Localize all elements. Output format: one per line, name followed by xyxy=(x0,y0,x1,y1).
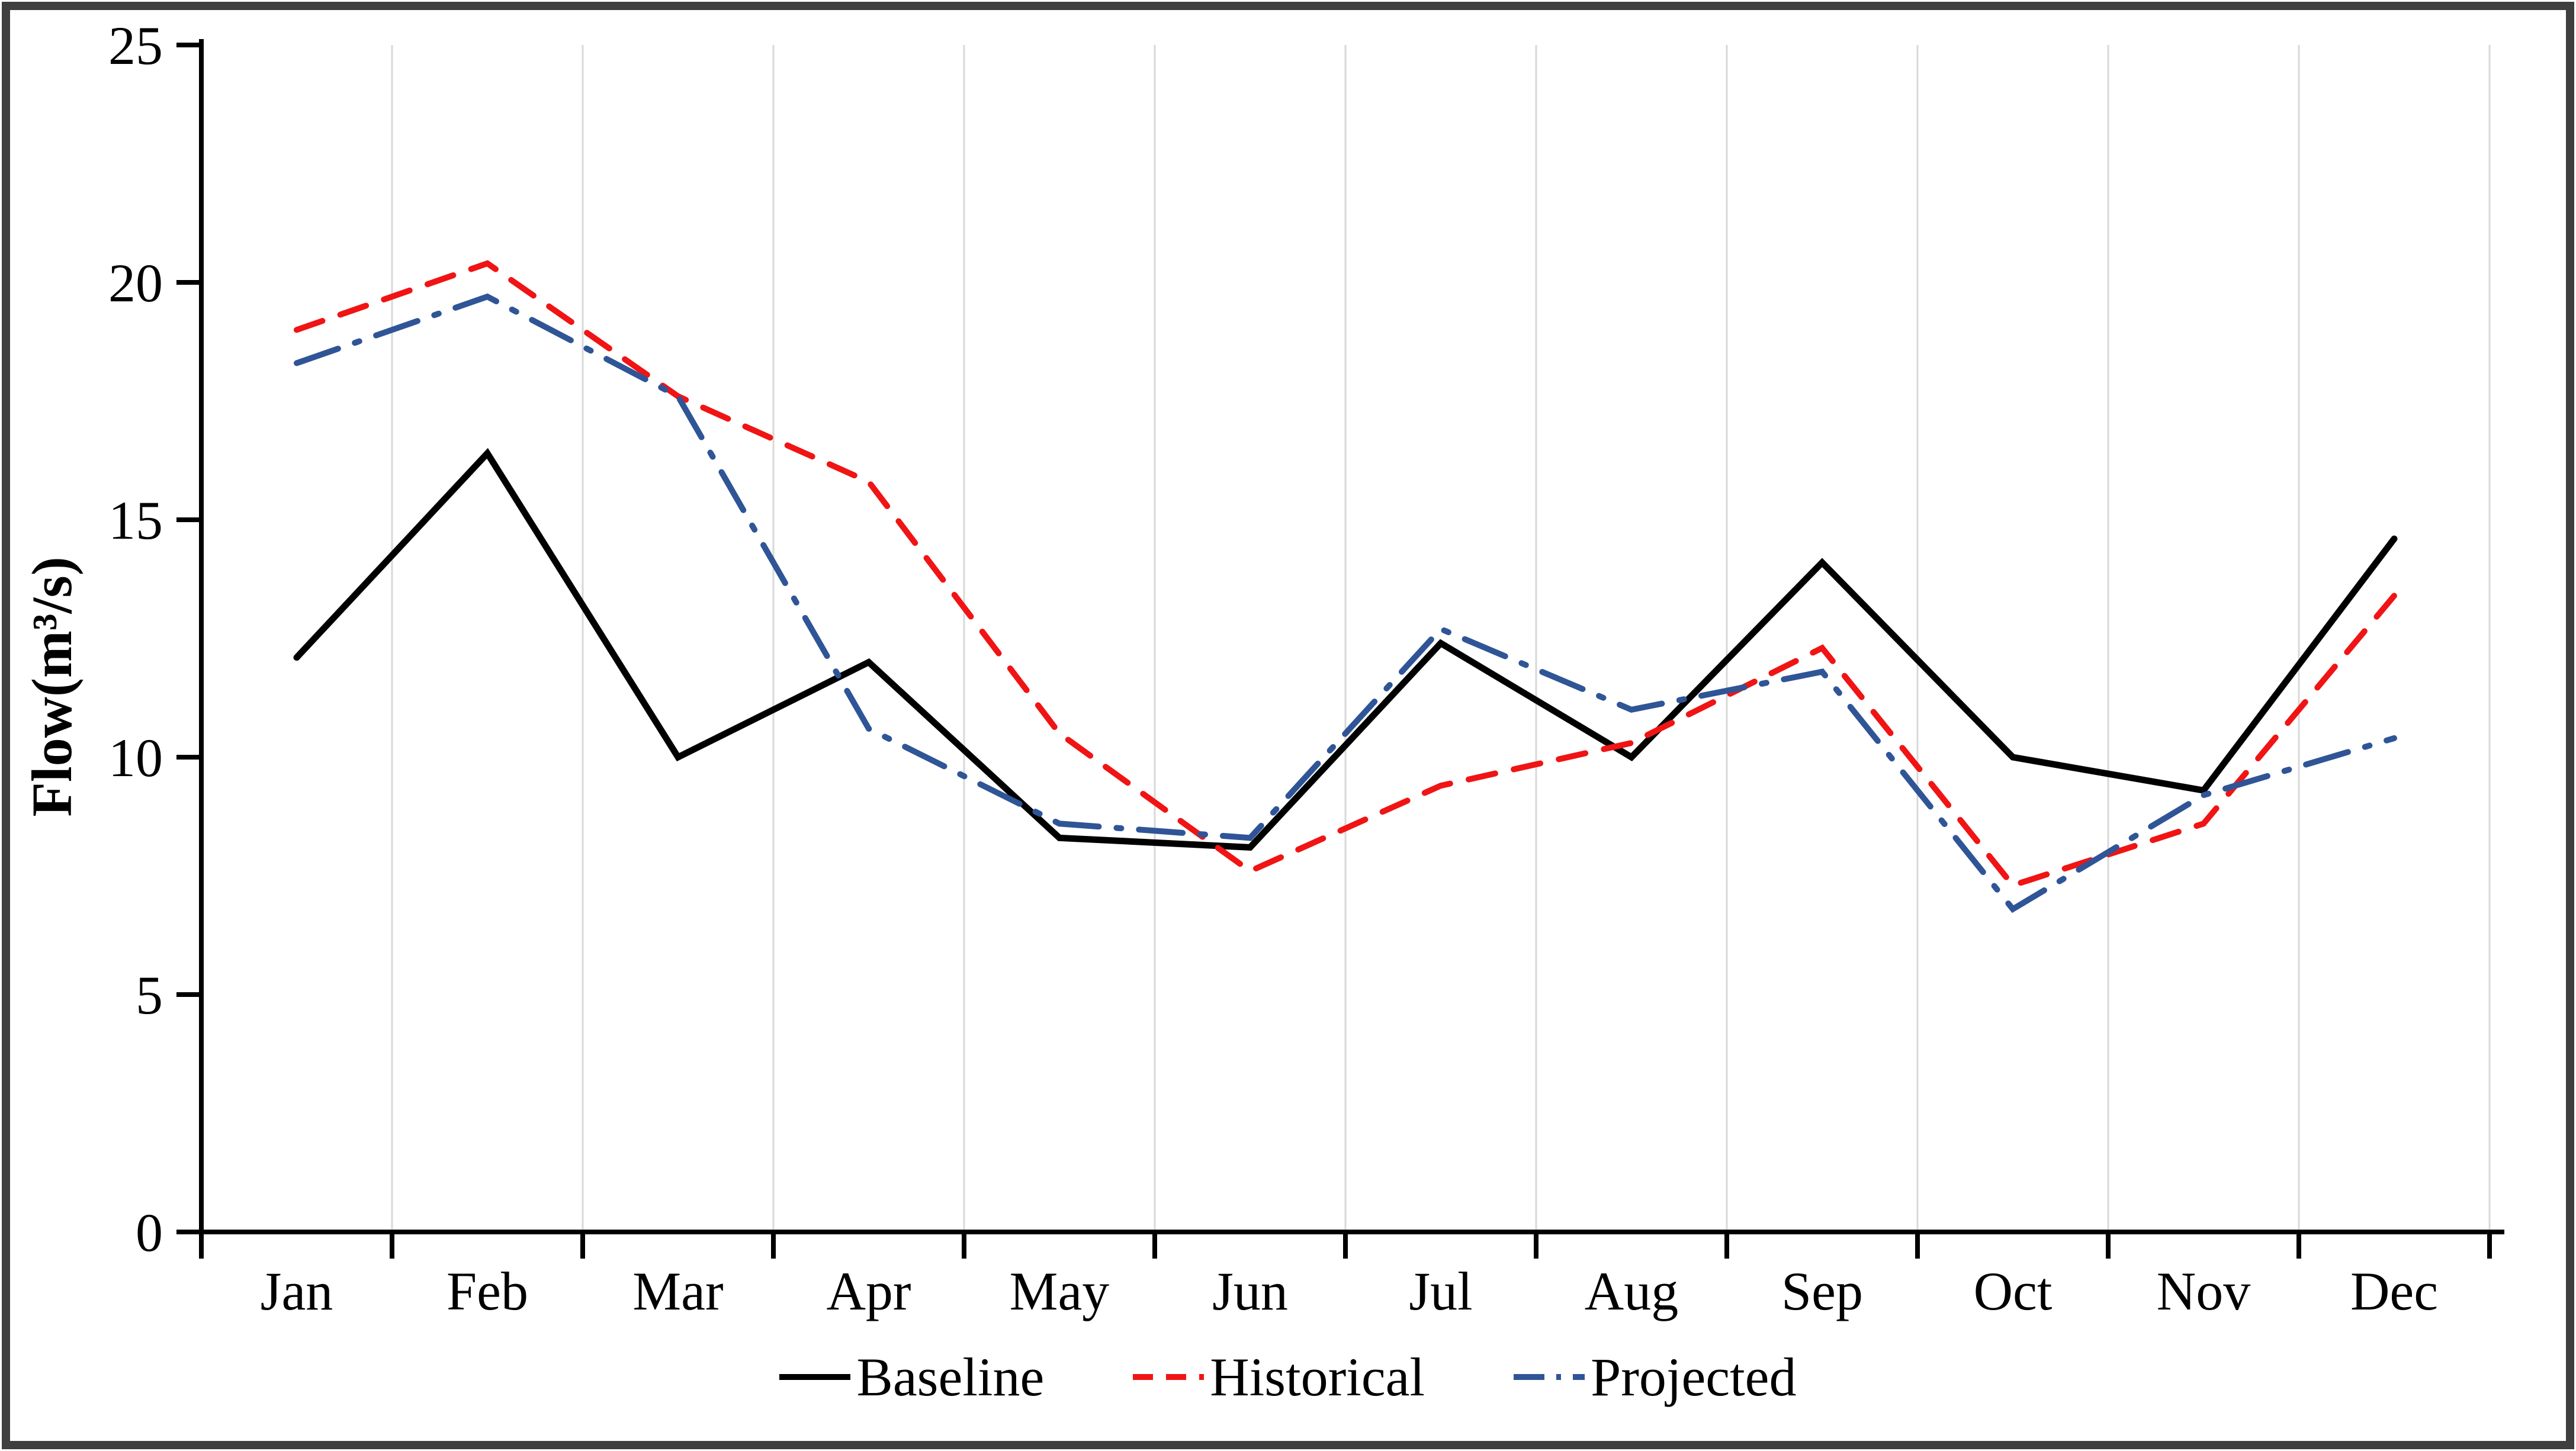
series-line-baseline xyxy=(293,448,2398,851)
y-tick-label: 0 xyxy=(136,1202,163,1263)
x-category-label: Jun xyxy=(1212,1261,1288,1321)
x-category-label: Jul xyxy=(1409,1261,1472,1321)
axes xyxy=(176,39,2504,1259)
x-category-label: Feb xyxy=(447,1261,528,1321)
series-lines xyxy=(293,260,2398,913)
y-tick-label: 5 xyxy=(136,965,163,1025)
x-category-label: Aug xyxy=(1585,1261,1678,1321)
y-tick-label: 20 xyxy=(108,253,163,313)
y-tick-label: 10 xyxy=(108,728,163,788)
series-line-projected xyxy=(294,293,2397,913)
x-category-label: May xyxy=(1010,1261,1110,1321)
chart-legend: Baseline Historical Projected xyxy=(0,1336,2576,1418)
legend-item-historical: Historical xyxy=(1133,1346,1425,1408)
x-category-label: Dec xyxy=(2350,1261,2438,1321)
series-line-historical xyxy=(294,260,2397,889)
x-category-label: Oct xyxy=(1974,1261,2053,1321)
y-tick-label: 25 xyxy=(108,15,163,76)
legend-item-projected: Projected xyxy=(1514,1346,1797,1408)
legend-label-historical: Historical xyxy=(1210,1347,1425,1407)
legend-line-sample-projected xyxy=(1514,1374,1585,1380)
y-tick-label: 15 xyxy=(108,490,163,551)
x-category-label: Jan xyxy=(261,1261,333,1321)
vertical-gridlines xyxy=(391,45,2491,1232)
x-category-label: Mar xyxy=(632,1261,723,1321)
axis-labels: 0 5 10 15 20 25 Jan Feb Mar Apr May Jun Jul Aug Sep Oct… xyxy=(108,15,2438,1321)
x-category-label: Apr xyxy=(826,1261,911,1321)
legend-item-baseline: Baseline xyxy=(779,1346,1044,1408)
legend-label-projected: Projected xyxy=(1591,1347,1797,1407)
x-category-label: Sep xyxy=(1781,1261,1863,1321)
y-axis-title: Flow(m³/s) xyxy=(20,556,83,816)
x-category-label: Nov xyxy=(2157,1261,2250,1321)
legend-line-sample-historical xyxy=(1133,1374,1205,1380)
legend-label-baseline: Baseline xyxy=(856,1347,1045,1407)
legend-line-sample-baseline xyxy=(779,1374,851,1380)
